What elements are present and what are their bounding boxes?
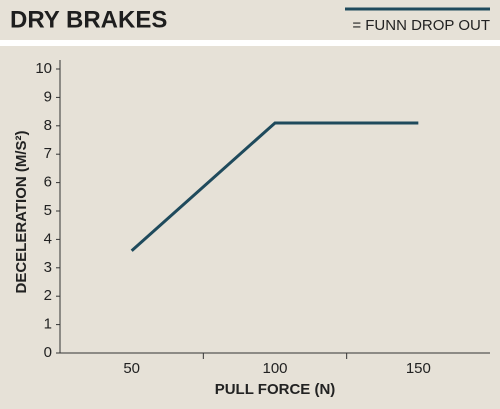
x-tick-label: 150 (406, 360, 431, 377)
data-line (130, 121, 419, 252)
y-tick-label: 8 (44, 117, 52, 134)
chart-title: DRY BRAKES (10, 6, 167, 33)
legend-label: = FUNN DROP OUT (352, 17, 490, 34)
y-tick-label: 7 (44, 145, 52, 162)
y-axis-title: DECELERATION (M/S²) (13, 130, 30, 293)
plot-band (0, 46, 500, 409)
y-tick-label: 2 (44, 287, 52, 304)
y-tick-label: 4 (44, 230, 52, 247)
y-tick-label: 0 (44, 344, 52, 361)
y-tick-label: 5 (44, 202, 52, 219)
header-band (0, 0, 500, 40)
y-tick-label: 6 (44, 174, 52, 191)
x-axis-title: PULL FORCE (N) (215, 381, 336, 398)
y-tick-label: 3 (44, 259, 52, 276)
y-tick-label: 9 (44, 88, 52, 105)
y-tick-label: 1 (44, 316, 52, 333)
x-tick-label: 50 (123, 360, 140, 377)
x-tick-label: 100 (262, 360, 287, 377)
y-tick-label: 10 (35, 60, 52, 77)
